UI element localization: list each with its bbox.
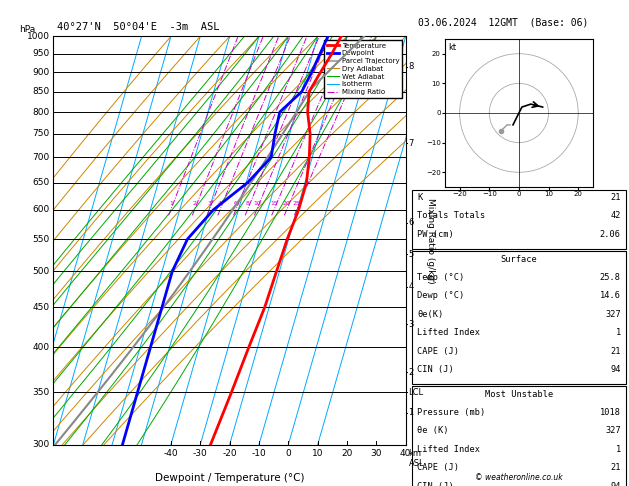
Text: 4: 4 — [408, 282, 414, 292]
Text: © weatheronline.co.uk: © weatheronline.co.uk — [475, 473, 563, 482]
Text: 42: 42 — [610, 211, 621, 221]
Text: 2: 2 — [408, 368, 414, 377]
Text: 850: 850 — [33, 87, 50, 96]
Text: 25: 25 — [293, 201, 301, 207]
Text: Lifted Index: Lifted Index — [417, 445, 480, 454]
Text: θe (K): θe (K) — [417, 426, 448, 435]
Text: 500: 500 — [33, 267, 50, 276]
Text: 30: 30 — [370, 449, 382, 458]
Text: PW (cm): PW (cm) — [417, 230, 454, 239]
Text: 550: 550 — [33, 235, 50, 243]
Text: 7: 7 — [408, 139, 414, 148]
Text: -30: -30 — [193, 449, 208, 458]
Text: 6: 6 — [234, 201, 238, 207]
Text: -20: -20 — [222, 449, 237, 458]
Text: 0: 0 — [286, 449, 291, 458]
Text: LCL: LCL — [408, 388, 424, 397]
Text: 8: 8 — [245, 201, 250, 207]
Text: 750: 750 — [33, 129, 50, 139]
Text: 650: 650 — [33, 178, 50, 187]
Text: 950: 950 — [33, 50, 50, 58]
Text: 350: 350 — [33, 388, 50, 397]
Text: 20: 20 — [342, 449, 353, 458]
Text: 6: 6 — [408, 219, 414, 227]
Text: 327: 327 — [605, 426, 621, 435]
Text: hPa: hPa — [19, 25, 36, 35]
Text: 800: 800 — [33, 107, 50, 117]
Text: CAPE (J): CAPE (J) — [417, 347, 459, 356]
Text: 3: 3 — [208, 201, 211, 207]
Text: 21: 21 — [610, 347, 621, 356]
Text: Totals Totals: Totals Totals — [417, 211, 486, 221]
Text: 15: 15 — [270, 201, 278, 207]
Text: 2: 2 — [192, 201, 197, 207]
Text: 8: 8 — [408, 62, 414, 71]
Text: Surface: Surface — [501, 255, 537, 264]
Text: 4: 4 — [218, 201, 222, 207]
Text: Lifted Index: Lifted Index — [417, 328, 480, 337]
Text: -40: -40 — [164, 449, 178, 458]
Text: kt: kt — [448, 43, 456, 52]
Text: -10: -10 — [252, 449, 266, 458]
Text: 400: 400 — [33, 343, 50, 352]
Text: 2.06: 2.06 — [600, 230, 621, 239]
Text: 94: 94 — [610, 482, 621, 486]
Text: Mixing Ratio (g/kg): Mixing Ratio (g/kg) — [426, 198, 435, 283]
Text: 25.8: 25.8 — [600, 273, 621, 282]
Text: 1: 1 — [616, 328, 621, 337]
Text: 1: 1 — [169, 201, 173, 207]
Text: 600: 600 — [33, 205, 50, 214]
Text: 10: 10 — [253, 201, 260, 207]
Text: Dewpoint / Temperature (°C): Dewpoint / Temperature (°C) — [155, 473, 304, 483]
Text: 21: 21 — [610, 463, 621, 472]
Legend: Temperature, Dewpoint, Parcel Trajectory, Dry Adiabat, Wet Adiabat, Isotherm, Mi: Temperature, Dewpoint, Parcel Trajectory… — [324, 40, 402, 98]
Text: 10: 10 — [312, 449, 323, 458]
Text: 900: 900 — [33, 68, 50, 77]
Text: 450: 450 — [33, 303, 50, 312]
Text: CAPE (J): CAPE (J) — [417, 463, 459, 472]
Text: Dewp (°C): Dewp (°C) — [417, 291, 464, 300]
Text: θe(K): θe(K) — [417, 310, 443, 319]
Text: 14.6: 14.6 — [600, 291, 621, 300]
Text: 03.06.2024  12GMT  (Base: 06): 03.06.2024 12GMT (Base: 06) — [418, 17, 589, 27]
Text: 5: 5 — [408, 250, 414, 259]
Text: K: K — [417, 193, 422, 202]
Text: 700: 700 — [33, 153, 50, 162]
Text: 21: 21 — [610, 193, 621, 202]
Text: 300: 300 — [33, 440, 50, 449]
Text: 1000: 1000 — [27, 32, 50, 41]
Text: Most Unstable: Most Unstable — [485, 390, 553, 399]
Text: 1: 1 — [616, 445, 621, 454]
Text: CIN (J): CIN (J) — [417, 365, 454, 374]
Text: 327: 327 — [605, 310, 621, 319]
Text: 94: 94 — [610, 365, 621, 374]
Text: 20: 20 — [283, 201, 291, 207]
Text: 40°27'N  50°04'E  -3m  ASL: 40°27'N 50°04'E -3m ASL — [57, 22, 220, 33]
Text: Temp (°C): Temp (°C) — [417, 273, 464, 282]
Text: CIN (J): CIN (J) — [417, 482, 454, 486]
Text: 40: 40 — [400, 449, 411, 458]
Text: km
ASL: km ASL — [408, 449, 424, 468]
Text: 1: 1 — [408, 408, 414, 417]
Text: Pressure (mb): Pressure (mb) — [417, 408, 486, 417]
Text: 1018: 1018 — [600, 408, 621, 417]
Text: 3: 3 — [408, 320, 414, 329]
